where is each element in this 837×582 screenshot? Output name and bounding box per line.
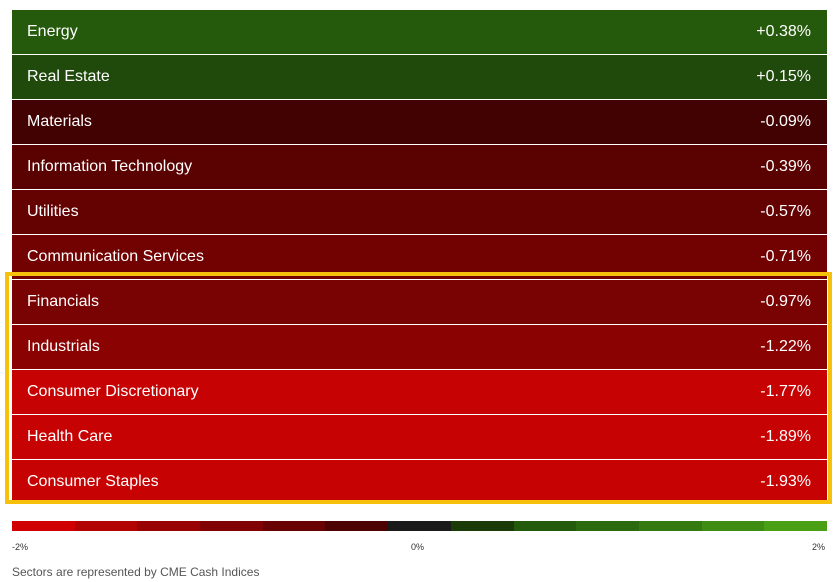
sector-change: -1.22%: [760, 338, 811, 355]
scale-segment: [450, 521, 514, 531]
scale-segment: [74, 521, 138, 531]
sector-change: -0.39%: [760, 158, 811, 175]
scale-segment: [262, 521, 326, 531]
sector-change: -1.93%: [760, 473, 811, 490]
sector-row[interactable]: Financials -0.97%: [12, 280, 827, 325]
sector-change: -0.97%: [760, 293, 811, 310]
sector-name: Communication Services: [27, 248, 204, 265]
sector-row[interactable]: Information Technology -0.39%: [12, 145, 827, 190]
sector-name: Information Technology: [27, 158, 193, 175]
scale-segment: [137, 521, 201, 531]
sector-change: -1.89%: [760, 428, 811, 445]
sector-row[interactable]: Health Care -1.89%: [12, 415, 827, 460]
sector-name: Energy: [27, 23, 78, 40]
sector-name: Real Estate: [27, 68, 110, 85]
scale-segment: [200, 521, 263, 531]
sector-row[interactable]: Communication Services -0.71%: [12, 235, 827, 280]
sector-name: Health Care: [27, 428, 113, 445]
sector-name: Financials: [27, 293, 100, 310]
scale-segment: [576, 521, 639, 531]
sector-row[interactable]: Consumer Discretionary -1.77%: [12, 370, 827, 415]
scale-min-label: -2%: [12, 542, 29, 552]
sector-change: +0.15%: [756, 68, 811, 85]
sector-change: +0.38%: [756, 23, 811, 40]
sector-row[interactable]: Consumer Staples -1.93%: [12, 460, 827, 505]
scale-segment: [325, 521, 389, 531]
scale-segment: [513, 521, 577, 531]
sector-row[interactable]: Energy +0.38%: [12, 10, 827, 55]
sector-row[interactable]: Materials -0.09%: [12, 100, 827, 145]
sector-name: Materials: [27, 113, 92, 130]
scale-max-label: 2%: [812, 542, 826, 552]
sector-name: Industrials: [27, 338, 100, 355]
sector-row[interactable]: Industrials -1.22%: [12, 325, 827, 370]
sector-name: Consumer Staples: [27, 473, 159, 490]
scale-segment: [12, 521, 75, 531]
sector-row[interactable]: Real Estate +0.15%: [12, 55, 827, 100]
sector-change: -0.09%: [760, 113, 811, 130]
sector-performance-table: Energy +0.38% Real Estate +0.15% Materials -0…: [12, 10, 827, 505]
sector-change: -0.57%: [760, 203, 811, 220]
scale-segment: [388, 521, 451, 531]
scale-segment: [764, 521, 827, 531]
sector-name: Consumer Discretionary: [27, 383, 199, 400]
footnote: Sectors are represented by CME Cash Indi…: [12, 565, 260, 579]
scale-mid-label: 0%: [411, 542, 425, 552]
scale-segment: [701, 521, 765, 531]
scale-segment: [638, 521, 702, 531]
sector-row[interactable]: Utilities -0.57%: [12, 190, 827, 235]
sector-change: -1.77%: [760, 383, 811, 400]
sector-name: Utilities: [27, 203, 79, 220]
sector-change: -0.71%: [760, 248, 811, 265]
color-scale-legend: [12, 521, 827, 531]
